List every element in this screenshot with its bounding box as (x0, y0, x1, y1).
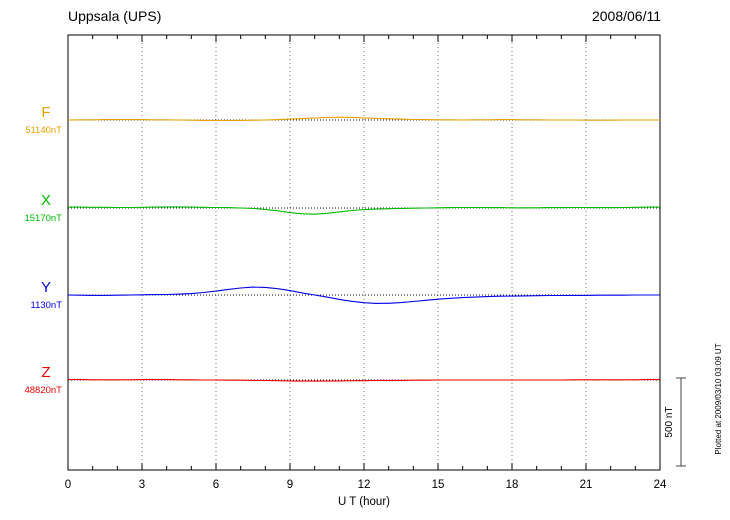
series-name-F: F (41, 104, 50, 121)
x-tick-label-0: 0 (65, 479, 71, 491)
x-tick-label-15: 15 (432, 479, 445, 491)
x-tick-label-12: 12 (358, 479, 371, 491)
series-baseline-Y: 1130nT (30, 300, 62, 311)
series-baseline-Z: 48820nT (24, 385, 62, 396)
plot-frame (67, 34, 661, 471)
series-baseline-F: 51140nT (25, 125, 62, 136)
series-name-Y: Y (41, 279, 51, 296)
x-tick-label-21: 21 (580, 479, 593, 491)
trace-F (67, 116, 660, 122)
series-name-Z: Z (41, 364, 50, 381)
trace-Z (68, 379, 660, 382)
x-tick-label-24: 24 (654, 479, 667, 491)
scale-bar-label: 500 nT (664, 406, 675, 438)
x-tick-label-3: 3 (139, 479, 145, 491)
series-baseline-X: 15170nT (24, 213, 62, 224)
x-tick-label-9: 9 (287, 479, 293, 491)
x-tick-label-18: 18 (506, 479, 519, 491)
plot-date: 2008/06/11 (591, 8, 661, 24)
series-name-X: X (41, 192, 51, 209)
station-title: Uppsala (UPS) (68, 8, 162, 24)
trace-X (68, 206, 660, 215)
x-tick-label-6: 6 (213, 479, 219, 491)
plotted-at-note: Plotted at 2009/03/10 03:09 UT (714, 343, 723, 455)
x-axis-label: U T (hour) (338, 496, 390, 508)
trace-Y (67, 286, 660, 304)
